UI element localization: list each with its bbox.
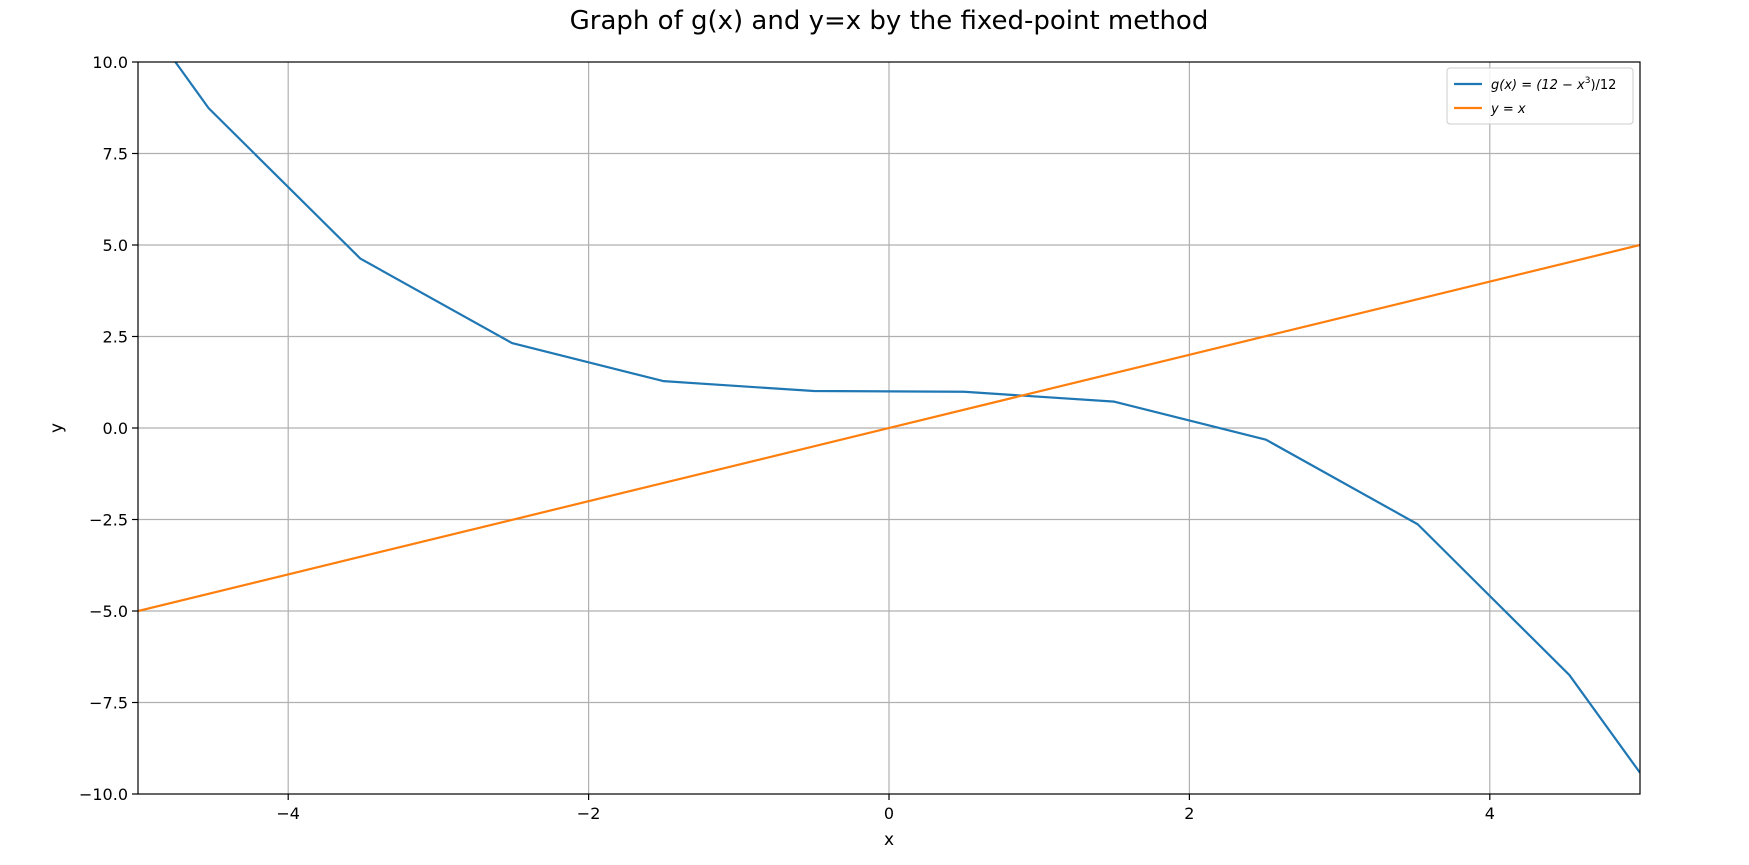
chart-title: Graph of g(x) and y=x by the fixed-point… [570, 6, 1209, 36]
legend-entry-1: g(x) = (12 − x3)/12 [1491, 76, 1616, 93]
y-tick-label: 10.0 [92, 53, 128, 72]
y-tick-label: −10.0 [79, 785, 128, 804]
x-tick-label: 4 [1485, 804, 1495, 823]
y-tick-label: 0.0 [103, 419, 128, 438]
x-tick-label: −4 [276, 804, 300, 823]
y-tick-label: −5.0 [89, 602, 128, 621]
series-layer [138, 62, 1640, 774]
y-tick-label: 2.5 [103, 328, 128, 347]
legend: g(x) = (12 − x3)/12 y = x [1446, 67, 1634, 125]
y-axis-label: y [47, 423, 67, 433]
x-tick-label: −2 [577, 804, 601, 823]
y-tick-label: −7.5 [89, 694, 128, 713]
legend-entry-2: y = x [1490, 102, 1526, 117]
series-line-1 [174, 62, 1640, 774]
x-tick-label: 2 [1184, 804, 1194, 823]
ticks: −4 −2 0 2 4 −10.0 −7.5 −5.0 −2.5 0.0 2.5 5.0 7.5 10.0 [79, 53, 1495, 823]
x-tick-label: 0 [884, 804, 894, 823]
legend-box [1446, 67, 1634, 125]
y-tick-label: 5.0 [103, 236, 128, 255]
y-tick-label: −2.5 [89, 511, 128, 530]
x-axis-label: x [884, 830, 894, 850]
y-tick-label: 7.5 [103, 145, 128, 164]
series-line-2 [138, 243, 1640, 613]
